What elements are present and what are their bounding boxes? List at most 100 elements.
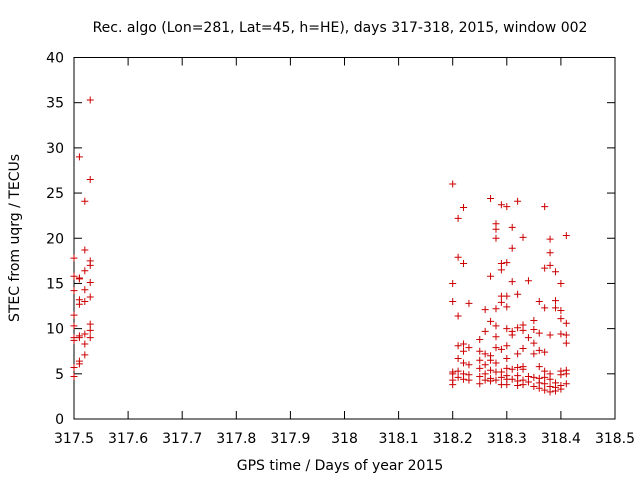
x-tick-label: 318.3 — [487, 431, 527, 447]
data-point — [476, 335, 484, 343]
data-point — [503, 325, 511, 333]
data-point — [541, 304, 549, 312]
data-point — [81, 340, 89, 348]
data-point — [460, 340, 468, 348]
plot-frame — [73, 57, 616, 420]
x-tick-label: 317.9 — [270, 431, 310, 447]
data-point — [503, 203, 511, 211]
data-point — [70, 336, 78, 344]
data-point — [465, 299, 473, 307]
y-axis-label: STEC from uqrg / TECUs — [7, 154, 23, 322]
data-point — [75, 275, 83, 283]
x-tick-label: 317.8 — [216, 431, 256, 447]
data-point — [497, 266, 505, 274]
data-point — [454, 342, 462, 350]
data-point — [492, 305, 500, 313]
data-point — [551, 268, 559, 276]
data-point — [503, 292, 511, 300]
data-point — [524, 277, 532, 285]
data-point — [492, 359, 500, 367]
data-point — [503, 364, 511, 372]
data-point — [81, 286, 89, 294]
chart-title: Rec. algo (Lon=281, Lat=45, h=HE), days … — [93, 20, 588, 36]
data-point — [508, 223, 516, 231]
data-point — [481, 370, 489, 378]
data-points — [70, 96, 570, 396]
data-point — [546, 249, 554, 257]
data-point — [546, 235, 554, 243]
data-point — [514, 324, 522, 332]
data-point — [86, 320, 94, 328]
data-point — [487, 356, 495, 364]
data-point — [535, 298, 543, 306]
data-point — [476, 380, 484, 388]
data-point — [481, 376, 489, 384]
data-point — [492, 376, 500, 384]
data-point — [75, 334, 83, 342]
data-point — [454, 373, 462, 381]
data-point — [86, 334, 94, 342]
data-point — [86, 176, 94, 184]
data-point — [86, 293, 94, 301]
data-point — [562, 319, 570, 327]
data-point — [492, 234, 500, 242]
data-point — [454, 253, 462, 261]
data-point — [81, 246, 89, 254]
data-point — [70, 363, 78, 371]
data-point — [541, 386, 549, 394]
y-tick-label: 25 — [46, 186, 64, 202]
data-point — [460, 204, 468, 212]
x-tick-label: 318.2 — [433, 431, 473, 447]
data-point — [514, 197, 522, 205]
data-point — [497, 201, 505, 209]
data-point — [519, 345, 527, 353]
data-point — [530, 316, 538, 324]
data-point — [449, 298, 457, 306]
data-point — [562, 339, 570, 347]
data-point — [508, 375, 516, 383]
y-axis: 0 5 10 15 20 25 30 35 40 — [46, 51, 615, 428]
data-point — [460, 260, 468, 268]
data-point — [487, 377, 495, 385]
data-point — [546, 331, 554, 339]
data-point — [535, 363, 543, 371]
data-point — [557, 307, 565, 315]
data-point — [481, 306, 489, 314]
data-point — [497, 298, 505, 306]
data-point — [541, 373, 549, 381]
y-tick-label: 5 — [55, 367, 64, 383]
data-point — [530, 373, 538, 381]
data-point — [557, 315, 565, 323]
data-point — [449, 279, 457, 287]
data-point — [465, 361, 473, 369]
data-point — [75, 360, 83, 368]
y-tick-label: 30 — [46, 141, 64, 157]
data-point — [476, 356, 484, 364]
data-point — [465, 344, 473, 352]
data-point — [454, 367, 462, 375]
x-tick-label: 318 — [331, 431, 358, 447]
data-point — [481, 361, 489, 369]
data-point — [481, 350, 489, 358]
x-tick-label: 317.5 — [54, 431, 94, 447]
data-point — [481, 327, 489, 335]
data-point — [503, 303, 511, 311]
x-tick-label: 318.1 — [379, 431, 419, 447]
data-point — [70, 322, 78, 330]
data-point — [503, 381, 511, 389]
data-point — [81, 351, 89, 359]
data-point — [492, 322, 500, 330]
data-point — [530, 350, 538, 358]
data-point — [70, 373, 78, 381]
data-point — [86, 261, 94, 269]
data-point — [503, 354, 511, 362]
data-point — [487, 272, 495, 280]
data-point — [508, 331, 516, 339]
x-tick-label: 318.4 — [541, 431, 581, 447]
data-point — [514, 290, 522, 298]
data-point — [508, 365, 516, 373]
data-point — [70, 254, 78, 262]
data-point — [497, 373, 505, 381]
